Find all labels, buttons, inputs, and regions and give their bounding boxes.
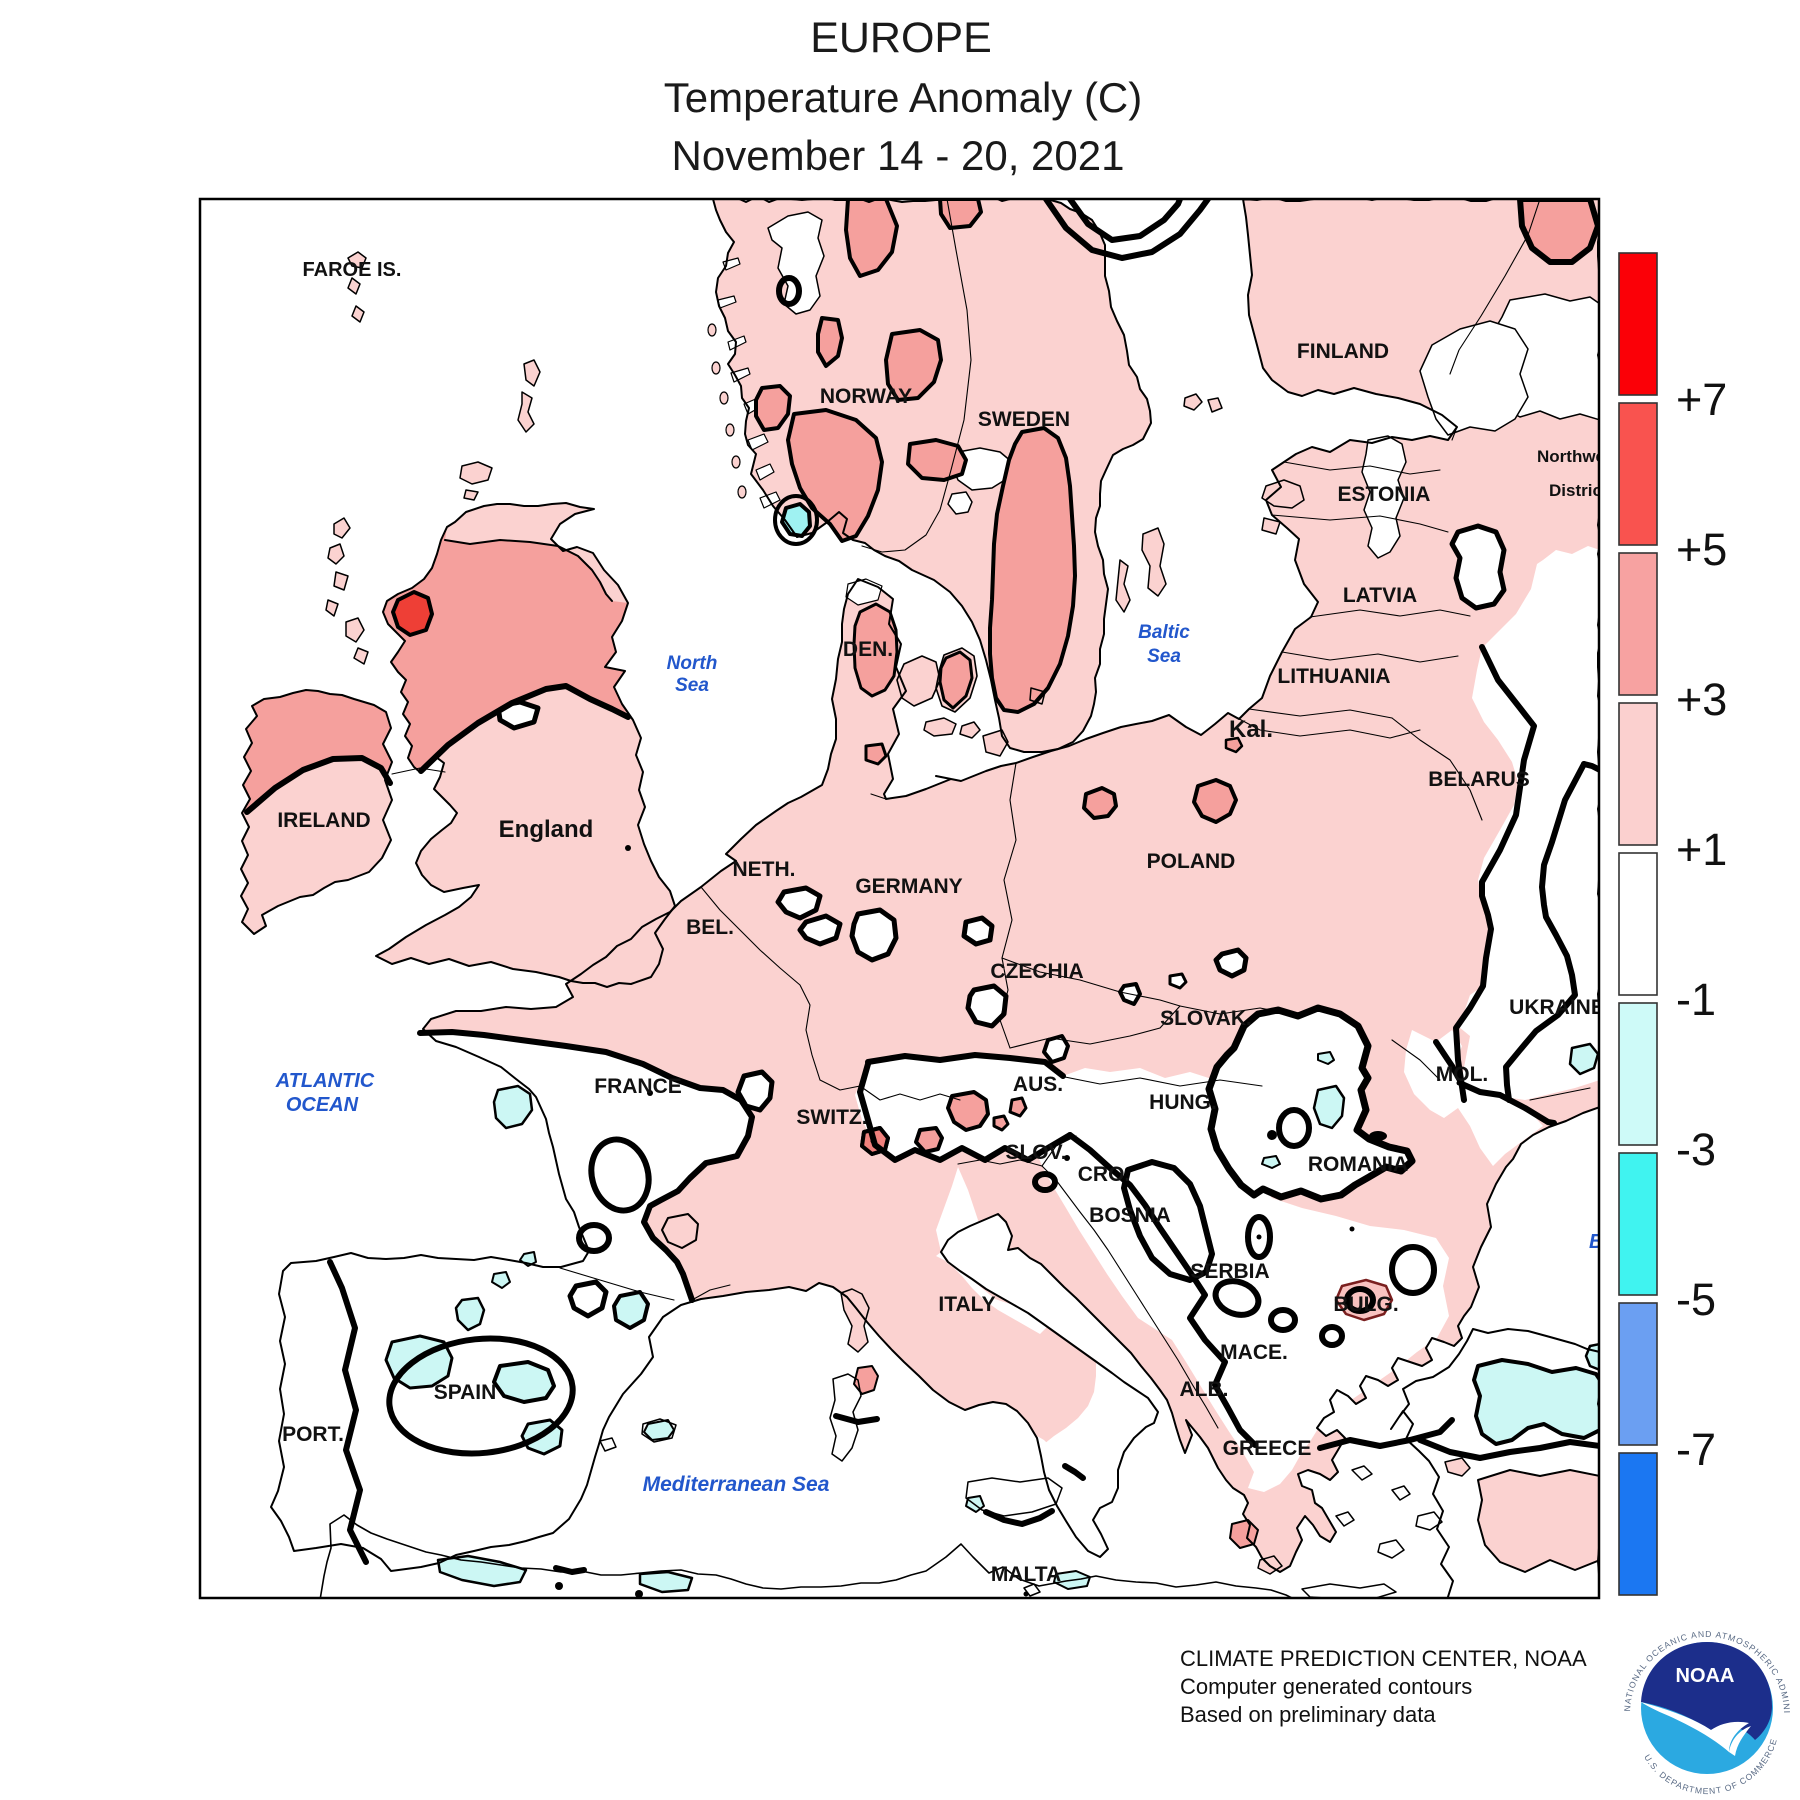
svg-text:LATVIA: LATVIA [1343, 584, 1417, 607]
svg-text:MACE.: MACE. [1220, 1341, 1288, 1364]
svg-text:BULG.: BULG. [1333, 1293, 1398, 1316]
svg-text:FAROE IS.: FAROE IS. [303, 259, 402, 281]
svg-text:-5: -5 [1676, 1274, 1716, 1325]
svg-text:GERMANY: GERMANY [855, 875, 962, 898]
svg-text:District: District [1549, 481, 1608, 500]
svg-text:HUNG.: HUNG. [1149, 1091, 1217, 1114]
svg-text:POLAND: POLAND [1147, 850, 1236, 873]
svg-text:Baltic: Baltic [1138, 622, 1190, 643]
svg-text:BELARUS: BELARUS [1428, 768, 1530, 791]
svg-text:SWITZ.: SWITZ. [796, 1106, 867, 1129]
svg-text:SPAIN: SPAIN [434, 1381, 497, 1404]
svg-text:-3: -3 [1676, 1124, 1716, 1175]
svg-text:ROMANIA: ROMANIA [1308, 1153, 1408, 1176]
svg-text:SLOV.: SLOV. [1005, 1141, 1066, 1164]
svg-text:CZECHIA: CZECHIA [990, 960, 1083, 983]
svg-text:NORWAY: NORWAY [820, 385, 912, 408]
svg-text:Based on preliminary data: Based on preliminary data [1180, 1702, 1436, 1727]
svg-text:-1: -1 [1676, 974, 1716, 1025]
svg-text:+7: +7 [1676, 374, 1727, 425]
svg-text:B: B [1589, 1231, 1603, 1253]
svg-text:North: North [667, 653, 718, 674]
svg-text:DEN.: DEN. [843, 638, 893, 661]
svg-text:IRELAND: IRELAND [277, 809, 370, 832]
svg-text:ESTONIA: ESTONIA [1338, 483, 1431, 506]
svg-text:BEL.: BEL. [686, 916, 734, 939]
svg-text:CRO.: CRO. [1078, 1163, 1131, 1186]
svg-text:CLIMATE PREDICTION CENTER, NOA: CLIMATE PREDICTION CENTER, NOAA [1180, 1646, 1587, 1671]
svg-text:LITHUANIA: LITHUANIA [1277, 665, 1390, 688]
svg-text:MOL.: MOL. [1436, 1063, 1489, 1086]
svg-text:Temperature Anomaly (C): Temperature Anomaly (C) [664, 74, 1143, 121]
svg-text:ITALY: ITALY [938, 1293, 995, 1316]
svg-text:November 14 - 20, 2021: November 14 - 20, 2021 [672, 132, 1125, 179]
svg-text:SERBIA: SERBIA [1190, 1260, 1269, 1283]
svg-text:Sea: Sea [675, 675, 709, 696]
svg-text:Mediterranean Sea: Mediterranean Sea [643, 1473, 830, 1496]
svg-text:FRANCE: FRANCE [594, 1075, 682, 1098]
svg-text:UKRAINE: UKRAINE [1509, 996, 1605, 1019]
svg-text:England: England [499, 816, 594, 843]
svg-text:FINLAND: FINLAND [1297, 340, 1389, 363]
svg-text:PORT.: PORT. [282, 1423, 344, 1446]
svg-text:-7: -7 [1676, 1424, 1716, 1475]
svg-text:ATLANTIC: ATLANTIC [275, 1070, 375, 1092]
svg-text:NETH.: NETH. [733, 858, 796, 881]
svg-text:NOAA: NOAA [1676, 1665, 1735, 1687]
svg-text:Northwest: Northwest [1537, 447, 1620, 466]
svg-text:Sea: Sea [1147, 646, 1181, 667]
svg-text:ALB.: ALB. [1180, 1378, 1229, 1401]
svg-text:+1: +1 [1676, 824, 1727, 875]
svg-text:SLOVAK.: SLOVAK. [1160, 1007, 1252, 1030]
svg-text:OCEAN: OCEAN [286, 1094, 359, 1116]
svg-text:BOSNIA: BOSNIA [1089, 1204, 1171, 1227]
svg-text:EUROPE: EUROPE [810, 14, 992, 62]
svg-text:+5: +5 [1676, 524, 1727, 575]
svg-text:GREECE: GREECE [1223, 1437, 1312, 1460]
svg-text:AUS.: AUS. [1013, 1073, 1063, 1096]
svg-text:Computer generated contours: Computer generated contours [1180, 1674, 1472, 1699]
svg-text:+3: +3 [1676, 674, 1727, 725]
svg-text:MALTA: MALTA [991, 1563, 1061, 1586]
svg-text:Kal.: Kal. [1229, 716, 1273, 743]
svg-text:SWEDEN: SWEDEN [978, 408, 1070, 431]
